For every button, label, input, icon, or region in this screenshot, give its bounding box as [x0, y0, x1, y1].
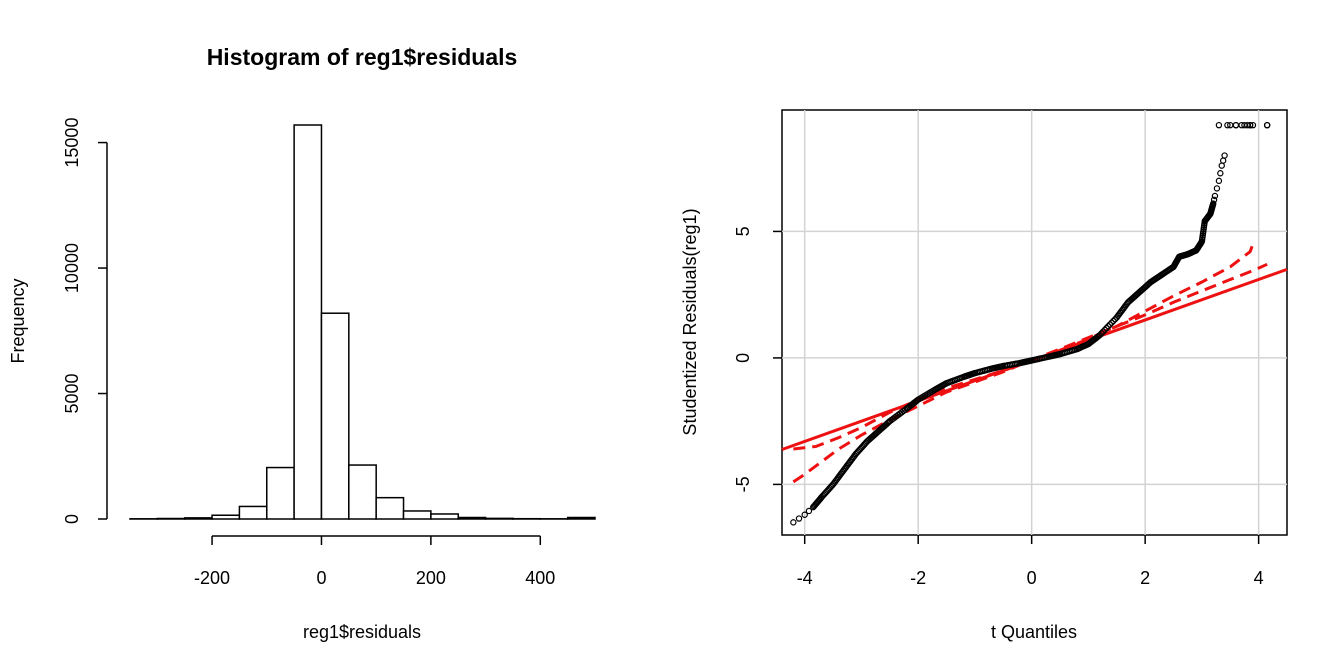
histogram-y-tick-label: 15000	[62, 118, 82, 168]
qq-outlier-point	[1246, 121, 1254, 129]
qq-point	[1213, 185, 1221, 192]
qq-x-tick-label: 2	[1140, 568, 1150, 588]
histogram-y-tick-label: 10000	[62, 243, 82, 293]
qq-points	[790, 121, 1271, 526]
qq-outlier-point	[1224, 121, 1231, 129]
qq-point	[1101, 326, 1109, 334]
histogram-bars	[129, 124, 596, 520]
qq-point	[805, 507, 813, 515]
qq-y-label: Studentized Residuals(reg1)	[680, 208, 700, 435]
qq-point	[1217, 170, 1224, 177]
histogram-bar	[566, 516, 596, 520]
histogram-x-tick-label: 200	[416, 568, 446, 588]
qq-y-tick-label: 0	[733, 353, 753, 363]
histogram-bar	[320, 312, 350, 520]
qq-x-tick-label: -4	[797, 568, 813, 588]
qq-point	[795, 515, 803, 522]
histogram-x-tick-label: -200	[194, 568, 230, 588]
qq-x-tick-label: 4	[1254, 568, 1264, 588]
histogram-bar	[348, 464, 377, 520]
qq-point	[1221, 152, 1228, 159]
qq-outlier-point	[1263, 121, 1271, 129]
qq-point	[1096, 331, 1103, 339]
histogram-panel: Histogram of reg1$residuals reg1$residua…	[8, 44, 596, 642]
histogram-bar	[266, 466, 295, 520]
qq-y-tick-label: 5	[733, 226, 753, 236]
qq-gridlines	[782, 110, 1287, 535]
qq-outlier-point	[1215, 121, 1223, 129]
qq-x-tick-label: 0	[1027, 568, 1037, 588]
qq-point	[1106, 321, 1114, 328]
qq-point	[801, 511, 808, 518]
qq-point	[1249, 121, 1257, 129]
histogram-x-tick-label: 400	[525, 568, 555, 588]
histogram-x-label: reg1$residuals	[303, 622, 421, 642]
histogram-bar	[430, 513, 459, 520]
qq-y-axis: -5 0 5	[733, 226, 782, 492]
histogram-y-axis: 0 5000 10000 15000	[62, 118, 108, 524]
qq-point	[1108, 319, 1115, 326]
qq-confidence-band-lower	[792, 262, 1268, 484]
histogram-y-label: Frequency	[8, 278, 28, 363]
histogram-bar	[211, 514, 241, 520]
histogram-title: Histogram of reg1$residuals	[207, 44, 518, 70]
qq-point	[1098, 330, 1105, 337]
qq-point	[1211, 192, 1219, 200]
histogram-bar	[484, 517, 514, 520]
qq-x-tick-label: -2	[910, 568, 926, 588]
qq-point	[1110, 317, 1117, 325]
qq-point	[1210, 200, 1217, 207]
qq-y-tick-label: -5	[733, 476, 753, 492]
histogram-y-tick-label: 5000	[62, 373, 82, 413]
histogram-x-tick-label: 0	[316, 568, 326, 588]
qq-point	[1219, 157, 1227, 164]
qq-point	[1218, 162, 1225, 169]
qq-point	[1215, 177, 1223, 185]
histogram-bar	[375, 496, 405, 520]
qq-x-label: t Quantiles	[991, 622, 1077, 642]
qq-point	[1103, 324, 1110, 332]
qq-outlier-point	[1232, 121, 1240, 129]
histogram-bar	[238, 505, 268, 520]
histogram-bar	[293, 124, 323, 520]
histogram-bar	[183, 517, 213, 520]
qq-plot-panel: -4 -2 0 2 4 -5 0 5 t Quantiles Studentized Res…	[680, 109, 1288, 642]
qq-confidence-band-upper	[793, 243, 1255, 451]
qq-point	[1210, 196, 1218, 204]
histogram-y-tick-label: 0	[62, 514, 82, 524]
qq-point	[790, 519, 797, 526]
qq-point	[1105, 323, 1112, 330]
qq-plot-frame	[781, 109, 1288, 536]
qq-x-axis: -4 -2 0 2 4	[797, 535, 1264, 588]
histogram-bar	[156, 517, 186, 520]
histogram-bar	[402, 510, 432, 520]
histogram-bar	[457, 516, 487, 520]
histogram-x-axis: -200 0 200 400	[194, 535, 555, 588]
qq-point	[1099, 328, 1107, 335]
